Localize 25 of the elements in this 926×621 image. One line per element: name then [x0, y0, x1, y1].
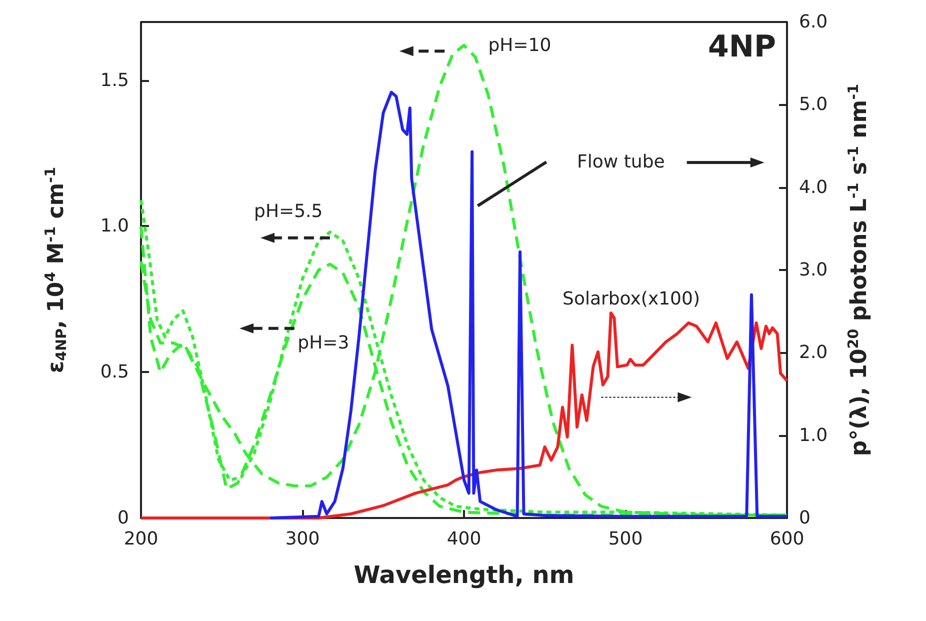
y-tick-label: 1.5 — [100, 70, 129, 91]
y2-tick-label: 2.0 — [799, 342, 828, 364]
x-tick-label: 500 — [608, 528, 643, 550]
y2-tick-label: 6.0 — [799, 12, 828, 32]
x-tick-label: 300 — [285, 528, 320, 550]
y2-tick-label: 1.0 — [799, 424, 828, 446]
x-tick-label: 200 — [124, 528, 158, 550]
y-tick-label: 1.0 — [100, 216, 129, 237]
x-axis-title: Wavelength, nm — [354, 561, 574, 589]
y-tick-label: 0.5 — [100, 362, 129, 383]
y2-tick-label: 4.0 — [799, 176, 828, 198]
y-axis-title: ε4NP, 104 M-1 cm-1 — [43, 166, 70, 374]
annotation: Flow tube — [577, 152, 665, 173]
annotation: pH=3 — [298, 332, 350, 354]
annotation: pH=5.5 — [254, 201, 323, 222]
annotation: pH=10 — [488, 34, 552, 56]
x-tick-label: 600 — [770, 528, 804, 550]
y2-tick-label: 3.0 — [799, 260, 828, 280]
annotation: Solarbox(x100) — [562, 288, 700, 310]
y2-axis-title: p°(λ), 1020 photons L-1 s-1 nm-1 — [846, 84, 872, 456]
y-tick-label: 0 — [118, 508, 129, 528]
annotation: 4NP — [708, 30, 776, 64]
y2-tick-label: 5.0 — [799, 94, 828, 116]
y2-tick-label: 0 — [799, 508, 810, 528]
x-tick-label: 400 — [446, 528, 482, 550]
